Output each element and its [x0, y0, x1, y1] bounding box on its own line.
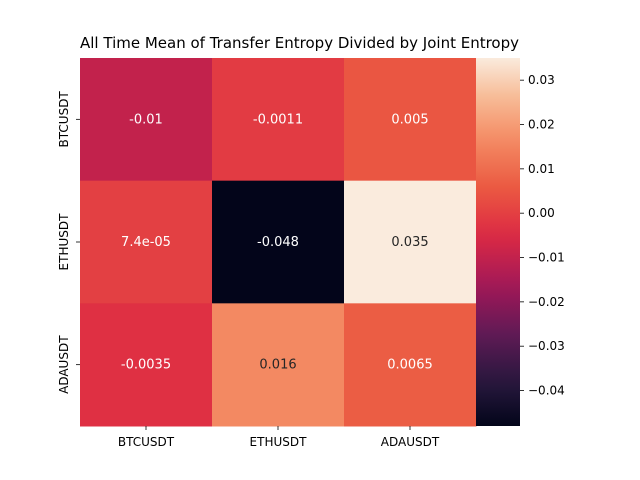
y-tick-label: BTCUSDT [57, 91, 71, 148]
heatmap-cell [80, 180, 213, 304]
colorbar-tick-label: −0.03 [528, 339, 565, 353]
colorbar-tick-label: 0.03 [528, 73, 555, 87]
colorbar-tick-label: −0.02 [528, 295, 565, 309]
heatmap-cell [344, 58, 477, 182]
heatmap-cell [80, 58, 213, 182]
colorbar-tick-label: 0.02 [528, 118, 555, 132]
cell-value-label: 0.005 [391, 112, 428, 127]
heatmap-cells: -0.01 -0.0011 0.005 7.4e-05 -0.048 0.035 -0.00… [80, 58, 477, 427]
x-axis: BTCUSDT ETHUSDT ADAUSDT [118, 426, 440, 449]
colorbar-tick-label: 0.00 [528, 206, 555, 220]
colorbar-tick-label: −0.01 [528, 251, 565, 265]
colorbar-tick-label: 0.01 [528, 162, 555, 176]
heatmap-cell [212, 180, 345, 304]
heatmap-cell [212, 58, 345, 182]
heatmap-cell [212, 303, 345, 427]
cell-value-label: 0.035 [391, 235, 428, 250]
cell-value-label: 0.016 [259, 358, 296, 373]
heatmap-cell [344, 180, 477, 304]
y-tick-label: ADAUSDT [57, 335, 71, 394]
x-tick-label: ADAUSDT [381, 435, 440, 449]
colorbar-axis: 0.03 0.02 0.01 0.00 −0.01 −0.02 −0.03 −0.04 [520, 73, 565, 398]
colorbar [476, 58, 520, 426]
heatmap-cell [80, 303, 213, 427]
cell-value-label: -0.01 [129, 112, 163, 127]
x-tick-label: BTCUSDT [118, 435, 175, 449]
chart-title: All Time Mean of Transfer Entropy Divide… [80, 34, 520, 52]
cell-value-label: -0.048 [257, 235, 299, 250]
cell-value-label: 0.0065 [387, 358, 433, 373]
cell-value-label: 7.4e-05 [121, 235, 171, 250]
cell-value-label: -0.0011 [253, 112, 303, 127]
cell-value-label: -0.0035 [121, 358, 171, 373]
heatmap-cell [344, 303, 477, 427]
y-axis: BTCUSDT ETHUSDT ADAUSDT [57, 91, 80, 394]
colorbar-tick-label: −0.04 [528, 384, 565, 398]
x-tick-label: ETHUSDT [250, 435, 308, 449]
y-tick-label: ETHUSDT [57, 213, 71, 271]
